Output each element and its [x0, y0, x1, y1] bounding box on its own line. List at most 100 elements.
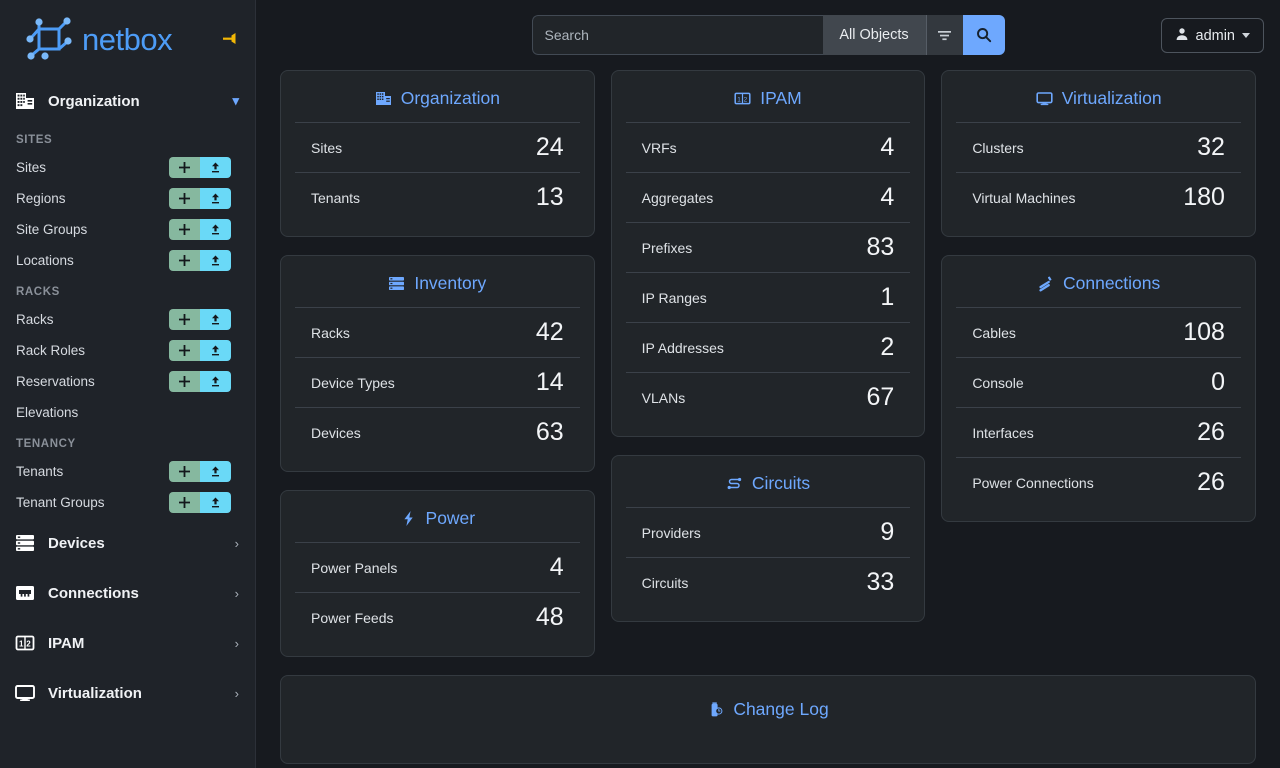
import-rack-roles-button[interactable]	[200, 340, 231, 361]
search-scope-dropdown[interactable]: All Objects	[822, 15, 927, 55]
add-racks-button[interactable]	[169, 309, 200, 330]
stat-label: Power Feeds	[311, 609, 394, 626]
card-title-inventory[interactable]: Inventory	[295, 268, 580, 307]
import-reservations-button[interactable]	[200, 371, 231, 392]
stat-row[interactable]: Clusters 32	[956, 122, 1241, 172]
stat-row[interactable]: Sites 24	[295, 122, 580, 172]
sidebar-group-organization[interactable]: Organization ▾	[0, 78, 255, 124]
stat-row[interactable]: Interfaces 26	[956, 407, 1241, 457]
import-tenant-groups-button[interactable]	[200, 492, 231, 513]
add-sites-button[interactable]	[169, 157, 200, 178]
global-search: All Objects	[531, 15, 1005, 55]
import-sites-button[interactable]	[200, 157, 231, 178]
sidebar-item-racks[interactable]: Racks	[0, 304, 255, 335]
stat-value: 33	[866, 568, 895, 596]
search-submit-button[interactable]	[962, 15, 1005, 55]
stat-row[interactable]: Aggregates 4	[625, 172, 911, 222]
card-title-ipam[interactable]: 1 2 IPAM	[626, 83, 911, 122]
stat-row[interactable]: Tenants 13	[295, 172, 580, 222]
sidebar-item-reservations[interactable]: Reservations	[0, 366, 255, 397]
stat-row[interactable]: Cables 108	[956, 307, 1241, 357]
stat-row[interactable]: Circuits 33	[625, 557, 911, 607]
stat-row[interactable]: Power Feeds 48	[295, 592, 580, 642]
card-power: Power Power Panels 4 Power Feeds 48	[280, 490, 595, 657]
sidebar-item-locations[interactable]: Locations	[0, 245, 255, 276]
sidebar-actions	[169, 157, 231, 178]
card-title-label: IPAM	[760, 88, 802, 108]
stat-row[interactable]: Prefixes 83	[625, 222, 911, 272]
sidebar-item-site-groups[interactable]: Site Groups	[0, 214, 255, 245]
import-tenants-button[interactable]	[200, 461, 231, 482]
sidebar-actions	[169, 371, 231, 392]
import-locations-button[interactable]	[200, 250, 231, 271]
sidebar-item-tenant-groups[interactable]: Tenant Groups	[0, 487, 255, 518]
topbar: All Objects	[256, 0, 1280, 70]
chevron-right-icon: ›	[234, 535, 239, 551]
sidebar-section-title-racks: RACKS	[16, 286, 60, 298]
stat-row[interactable]: Virtual Machines 180	[956, 172, 1241, 222]
sidebar-item-tenants[interactable]: Tenants	[0, 456, 255, 487]
stat-row[interactable]: VLANs 67	[625, 372, 911, 422]
sidebar-item-ipam[interactable]: 1 2 IPAM ›	[0, 618, 255, 668]
add-tenant-groups-button[interactable]	[169, 492, 200, 513]
numbered-box-icon: 1 2	[14, 632, 36, 654]
add-locations-button[interactable]	[169, 250, 200, 271]
sidebar-item-rack-roles[interactable]: Rack Roles	[0, 335, 255, 366]
card-title-changelog[interactable]: Change Log	[295, 694, 1241, 733]
stat-row[interactable]: Devices 63	[295, 407, 580, 457]
import-regions-button[interactable]	[200, 188, 231, 209]
stat-row[interactable]: Providers 9	[625, 507, 911, 557]
building-icon	[375, 92, 391, 105]
stat-value: 4	[549, 553, 564, 581]
stat-row[interactable]: Console 0	[956, 357, 1241, 407]
stat-row[interactable]: Device Types 14	[295, 357, 580, 407]
card-title-organization[interactable]: Organization	[295, 83, 580, 122]
filter-icon[interactable]	[926, 15, 963, 55]
stat-label: Prefixes	[641, 239, 693, 256]
stat-value: 2	[880, 333, 895, 361]
sidebar-item-virtualization[interactable]: Virtualization ›	[0, 668, 255, 718]
stat-row[interactable]: Power Connections 26	[956, 457, 1241, 507]
sidebar-item-label: Devices	[48, 534, 105, 552]
pin-icon[interactable]	[221, 30, 239, 48]
user-menu[interactable]: admin	[1160, 18, 1264, 53]
search-input[interactable]	[531, 15, 823, 55]
add-rack-roles-button[interactable]	[169, 340, 200, 361]
sidebar-item-elevations[interactable]: Elevations	[0, 397, 255, 428]
numbered-box-icon: 1 2	[734, 92, 751, 105]
card-title-circuits[interactable]: Circuits	[626, 468, 911, 507]
sidebar-actions	[169, 340, 231, 361]
add-regions-button[interactable]	[169, 188, 200, 209]
stat-row[interactable]: IP Ranges 1	[625, 272, 911, 322]
card-title-connections[interactable]: Connections	[956, 268, 1241, 307]
sidebar-item-label: Site Groups	[16, 222, 88, 237]
stat-row[interactable]: Racks 42	[295, 307, 580, 357]
sidebar-item-label: Virtualization	[48, 684, 142, 702]
sidebar-actions	[169, 188, 231, 209]
stat-row[interactable]: VRFs 4	[625, 122, 911, 172]
card-title-virtualization[interactable]: Virtualization	[956, 83, 1241, 122]
stat-row[interactable]: Power Panels 4	[295, 542, 580, 592]
sidebar-item-regions[interactable]: Regions	[0, 183, 255, 214]
sidebar-item-connections[interactable]: Connections ›	[0, 568, 255, 618]
brand-name: netbox	[82, 21, 173, 57]
add-site-groups-button[interactable]	[169, 219, 200, 240]
stat-value: 83	[866, 233, 895, 261]
import-site-groups-button[interactable]	[200, 219, 231, 240]
brand-header[interactable]: netbox	[0, 0, 255, 78]
import-racks-button[interactable]	[200, 309, 231, 330]
card-title-label: Inventory	[414, 273, 487, 293]
stat-value: 24	[535, 133, 564, 161]
chevron-right-icon: ›	[234, 635, 239, 651]
sidebar-item-sites[interactable]: Sites	[0, 152, 255, 183]
sidebar-item-devices[interactable]: Devices ›	[0, 518, 255, 568]
add-reservations-button[interactable]	[169, 371, 200, 392]
card-title-power[interactable]: Power	[295, 503, 580, 542]
sidebar-item-label: IPAM	[48, 634, 85, 652]
add-tenants-button[interactable]	[169, 461, 200, 482]
chevron-down-icon: ▾	[232, 93, 239, 108]
stat-row[interactable]: IP Addresses 2	[625, 322, 911, 372]
sidebar-actions	[169, 309, 231, 330]
stat-label: Virtual Machines	[972, 189, 1076, 206]
stat-label: VRFs	[641, 139, 677, 156]
